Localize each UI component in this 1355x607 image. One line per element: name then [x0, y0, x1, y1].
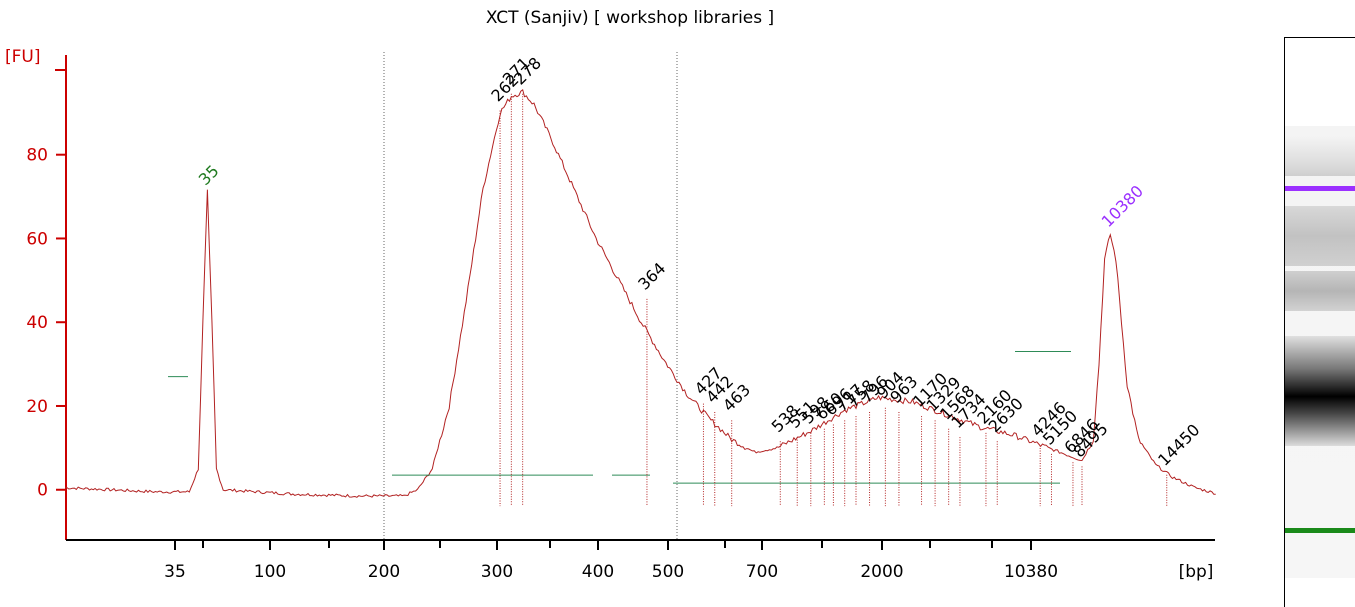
gel-smear-upper [1285, 136, 1355, 176]
y-tick-label: 20 [26, 397, 48, 417]
gel-lane [1285, 126, 1355, 578]
upper-marker-band [1285, 186, 1355, 191]
y-tick-label: 80 [26, 146, 48, 166]
main-library-band [1285, 336, 1355, 446]
electropherogram-trace [64, 88, 1216, 498]
x-tick-label: 700 [746, 562, 778, 582]
x-tick-label: 10380 [1004, 562, 1058, 582]
y-tick-label: 40 [26, 313, 48, 333]
lower-marker-band [1285, 528, 1355, 533]
x-tick-label: 2000 [860, 562, 903, 582]
gel-smear-mid [1285, 206, 1355, 266]
y-axis-label: [FU] [5, 47, 41, 67]
x-tick-label: 200 [368, 562, 400, 582]
chart-title: XCT (Sanjiv) [ workshop libraries ] [485, 8, 775, 28]
peak-label: 35 [195, 161, 223, 189]
peak-label: 10380 [1098, 181, 1147, 230]
electropherogram-chart: [FU] 0 20 40 60 80 35 100 200 300 400 500 700 2000 103… [5, 47, 1216, 582]
x-tick-label: 100 [254, 562, 286, 582]
x-tick-label: 500 [652, 562, 684, 582]
x-tick-label: 400 [582, 562, 614, 582]
x-axis-label: [bp] [1179, 562, 1214, 582]
peak-label: 14450 [1154, 420, 1203, 469]
x-tick-label: 300 [481, 562, 513, 582]
x-tick-label: 35 [164, 562, 186, 582]
gel-image [1284, 37, 1355, 607]
peak-label: 8495 [1069, 419, 1111, 461]
gel-smear-lower [1285, 271, 1355, 311]
y-tick-label: 0 [37, 481, 48, 501]
peak-label: 364 [634, 259, 669, 294]
y-tick-label: 60 [26, 229, 48, 249]
